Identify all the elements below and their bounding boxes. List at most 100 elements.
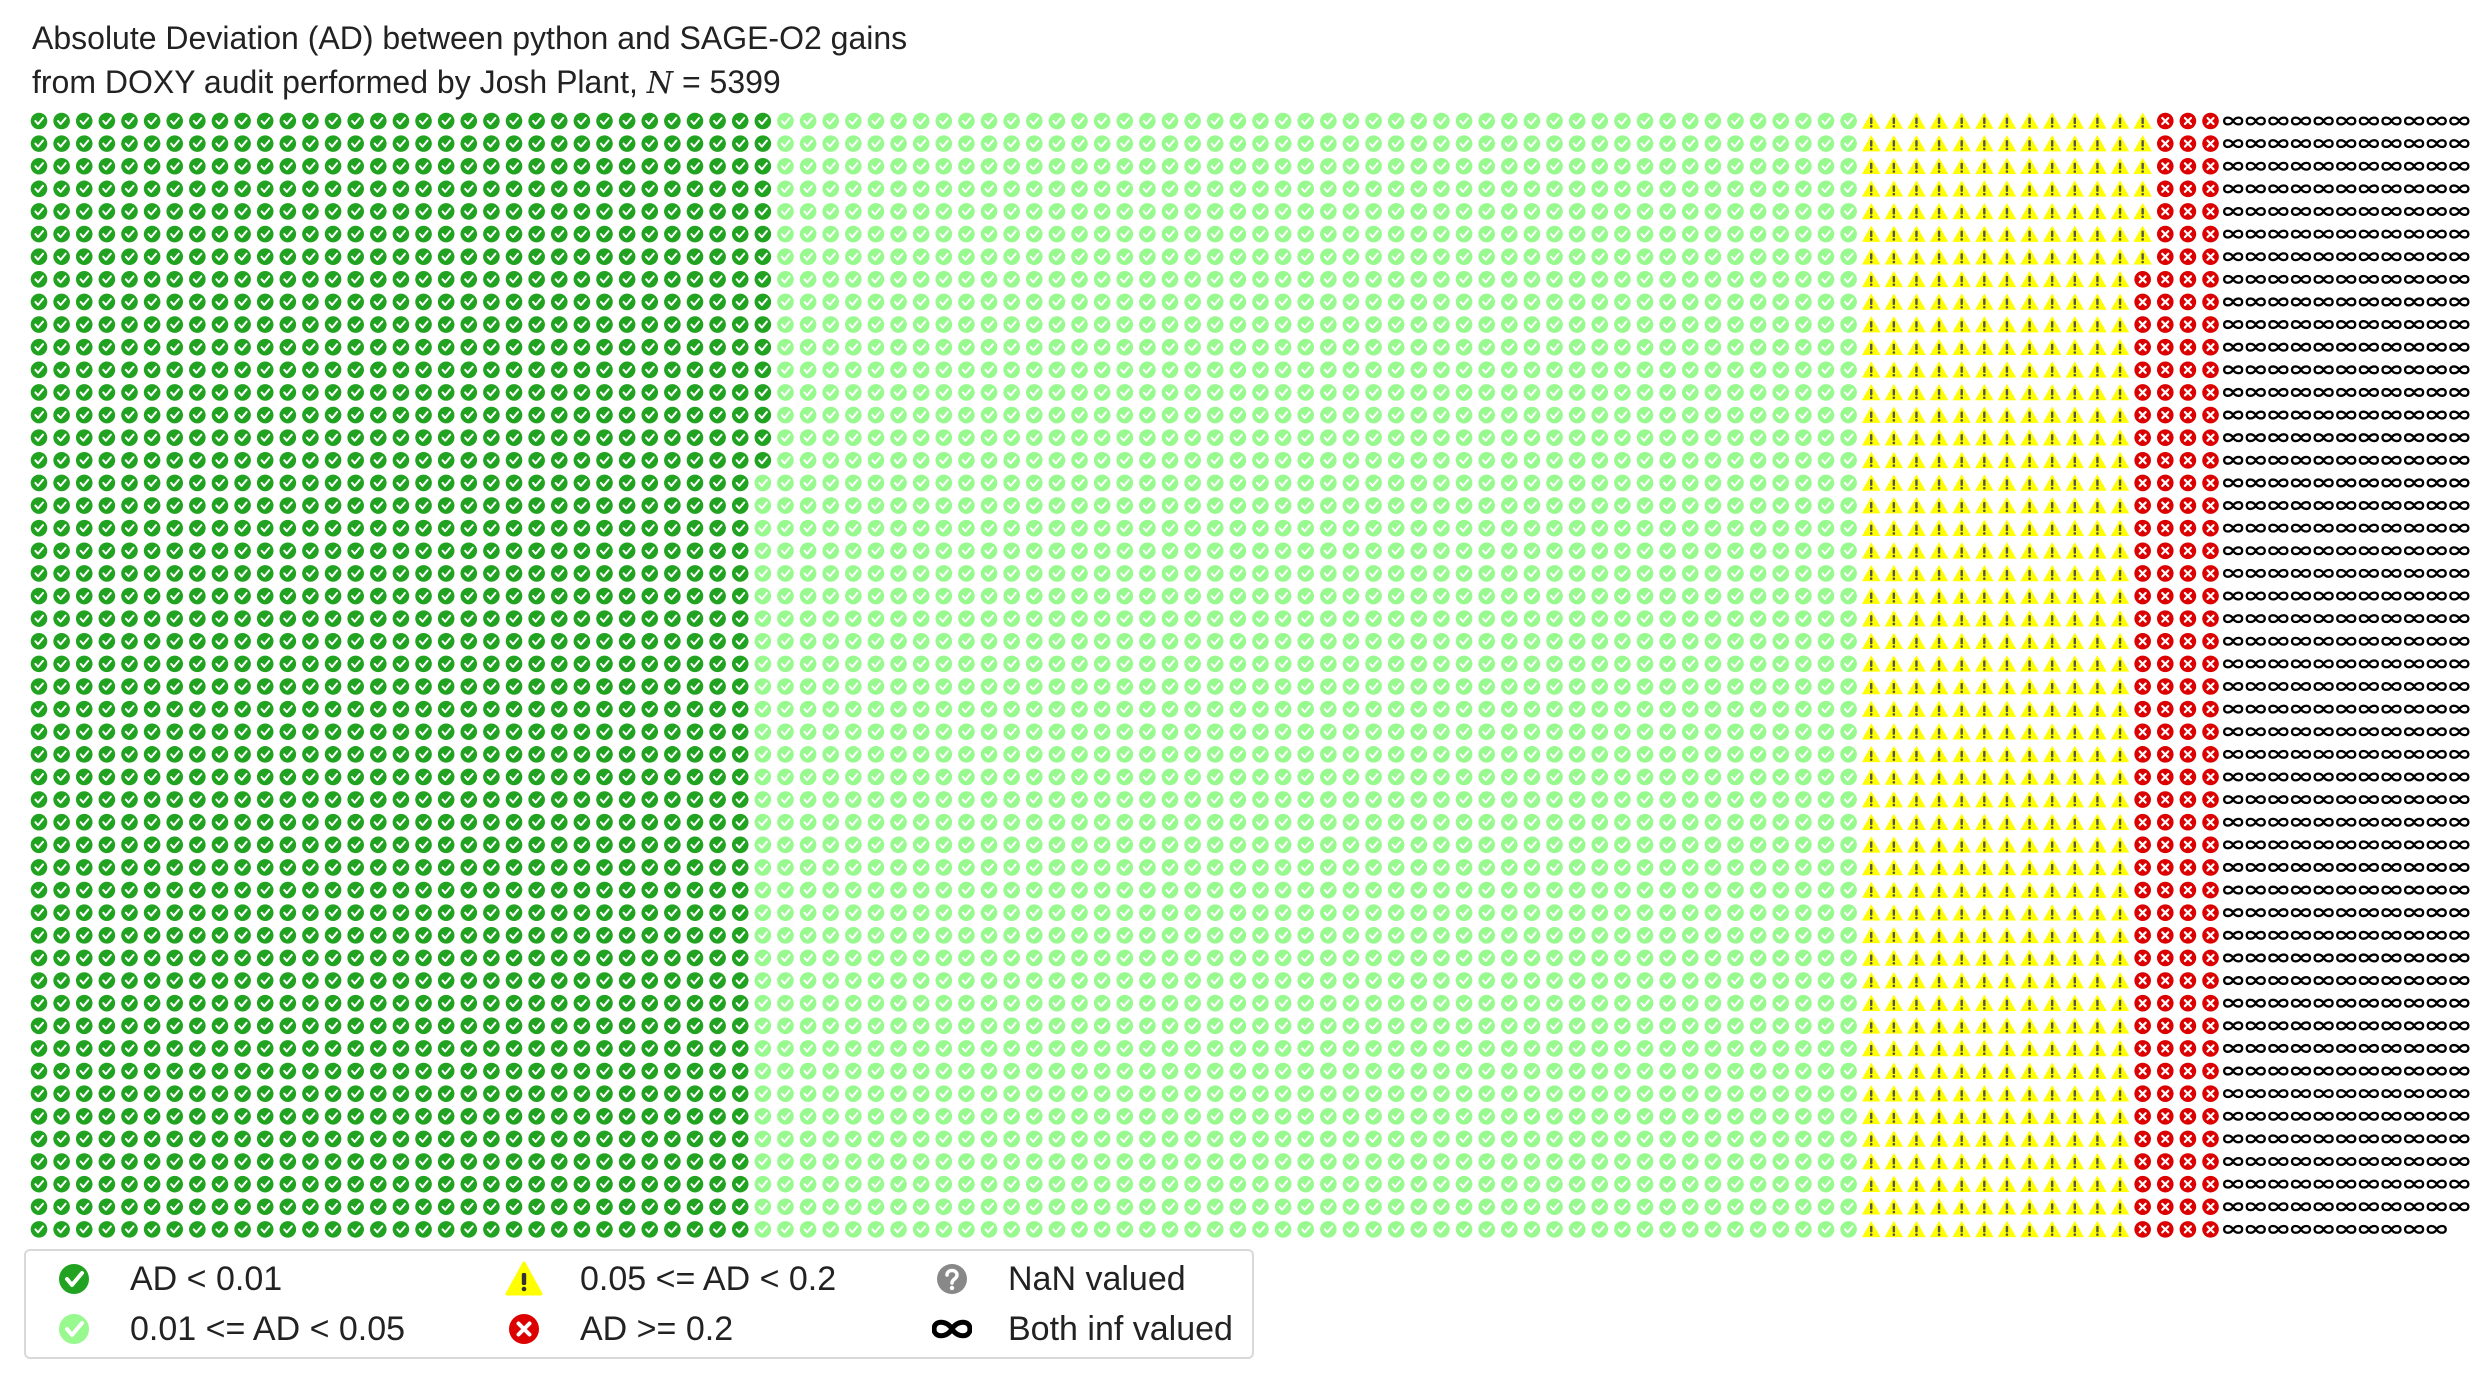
waffle-cell-ad_005_02	[2020, 768, 2039, 785]
waffle-cell-ad_001_005	[1071, 1085, 1088, 1102]
waffle-cell-ad_001_005	[1681, 949, 1699, 967]
waffle-cell-ad_001_005	[1681, 700, 1699, 718]
waffle-cell-ad_lt_001	[211, 180, 229, 198]
waffle-cell-ad_005_02	[1862, 542, 1881, 559]
waffle-cell-ad_005_02	[2110, 1198, 2130, 1215]
waffle-cell-ad_001_005	[1772, 904, 1790, 921]
waffle-cell-ad_001_005	[1614, 723, 1631, 741]
waffle-cell-ad_001_005	[1365, 1062, 1382, 1080]
waffle-cell-ad_001_005	[867, 338, 885, 356]
waffle-cell-ad_lt_001	[347, 1198, 364, 1216]
waffle-cell-ad_lt_001	[392, 271, 410, 288]
waffle-cell-ad_lt_001	[143, 452, 161, 469]
waffle-cell-ad_lt_001	[370, 904, 387, 921]
waffle-cell-ad_lt_001	[324, 1198, 342, 1216]
waffle-cell-ad_001_005	[1342, 316, 1360, 333]
waffle-cell-ad_ge_02	[2134, 610, 2151, 627]
waffle-cell-ad_001_005	[1636, 610, 1654, 627]
waffle-cell-ad_lt_001	[573, 293, 591, 311]
waffle-cell-ad_001_005	[1681, 452, 1699, 469]
waffle-cell-ad_005_02	[2065, 791, 2084, 808]
waffle-cell-ad_005_02	[2110, 1153, 2130, 1170]
waffle-cell-ad_001_005	[845, 746, 862, 763]
waffle-cell-ad_lt_001	[53, 836, 70, 854]
waffle-cell-ad_005_02	[1907, 112, 1926, 129]
waffle-cell-ad_001_005	[912, 813, 930, 831]
waffle-cell-ad_lt_001	[505, 655, 523, 673]
waffle-cell-ad_lt_001	[573, 452, 591, 469]
waffle-cell-ad_001_005	[1817, 949, 1835, 967]
waffle-cell-ad_lt_001	[596, 859, 613, 876]
waffle-cell-ad_lt_001	[664, 1040, 681, 1057]
waffle-cell-ad_001_005	[890, 1221, 907, 1238]
waffle-cell-ad_001_005	[1342, 678, 1360, 695]
waffle-cell-ad_lt_001	[505, 135, 523, 152]
waffle-cell-ad_lt_001	[641, 135, 659, 152]
waffle-cell-ad_lt_001	[211, 972, 229, 989]
waffle-cell-ad_lt_001	[211, 474, 229, 492]
waffle-cell-ad_001_005	[1320, 157, 1337, 175]
waffle-cell-ad_001_005	[958, 1040, 975, 1057]
waffle-cell-ad_005_02	[1975, 700, 1994, 717]
waffle-cell-ad_lt_001	[98, 746, 116, 763]
waffle-cell-ad_lt_001	[53, 519, 70, 537]
waffle-cell-ad_001_005	[1727, 316, 1744, 333]
waffle-cell-ad_lt_001	[641, 406, 659, 424]
waffle-cell-ad_001_005	[1320, 859, 1337, 876]
waffle-cell-ad_005_02	[1907, 723, 1926, 740]
waffle-cell-ad_lt_001	[234, 1017, 251, 1035]
waffle-cell-ad_lt_001	[483, 519, 500, 537]
waffle-cell-ad_001_005	[1229, 452, 1247, 469]
waffle-cell-ad_001_005	[1817, 180, 1835, 198]
waffle-cell-ad_001_005	[867, 565, 885, 582]
waffle-cell-ad_lt_001	[53, 248, 70, 266]
waffle-cell-ad_001_005	[1093, 1017, 1111, 1035]
waffle-cell-ad_lt_001	[75, 768, 93, 786]
waffle-cell-ad_001_005	[1297, 859, 1315, 876]
waffle-cell-ad_001_005	[1365, 112, 1382, 130]
waffle-cell-ad_001_005	[822, 203, 839, 220]
waffle-cell-ad_lt_001	[279, 157, 297, 175]
waffle-cell-ad_001_005	[1252, 859, 1269, 876]
waffle-cell-ad_lt_001	[460, 927, 478, 944]
waffle-cell-ad_001_005	[1297, 452, 1315, 469]
waffle-cell-ad_001_005	[1501, 203, 1518, 220]
waffle-cell-ad_lt_001	[505, 881, 523, 899]
waffle-cell-ad_lt_001	[279, 452, 297, 469]
waffle-cell-ad_005_02	[1884, 1198, 1904, 1215]
waffle-cell-ad_005_02	[2088, 293, 2107, 310]
waffle-cell-inf	[2245, 681, 2266, 692]
waffle-cell-ad_lt_001	[30, 1175, 48, 1193]
waffle-cell-ad_001_005	[1614, 1198, 1631, 1216]
waffle-cell-ad_lt_001	[234, 1040, 251, 1057]
waffle-cell-ad_005_02	[1997, 949, 2017, 966]
waffle-cell-ad_001_005	[1772, 406, 1790, 424]
waffle-cell-ad_ge_02	[2134, 429, 2151, 446]
waffle-cell-ad_001_005	[1025, 723, 1043, 741]
waffle-cell-ad_lt_001	[415, 700, 432, 718]
waffle-cell-ad_lt_001	[709, 203, 726, 220]
waffle-cell-ad_005_02	[1884, 1017, 1904, 1034]
waffle-cell-ad_lt_001	[143, 813, 161, 831]
waffle-cell-ad_ge_02	[2202, 881, 2219, 899]
waffle-cell-ad_001_005	[1387, 904, 1405, 921]
waffle-cell-inf	[2222, 184, 2244, 194]
waffle-cell-ad_001_005	[1387, 203, 1405, 220]
waffle-cell-ad_001_005	[1795, 293, 1812, 311]
waffle-cell-ad_001_005	[1478, 678, 1495, 695]
waffle-cell-ad_001_005	[1206, 1017, 1224, 1035]
waffle-cell-ad_lt_001	[528, 112, 545, 130]
waffle-cell-ad_001_005	[912, 338, 930, 356]
waffle-cell-ad_lt_001	[347, 338, 364, 356]
waffle-cell-ad_001_005	[935, 384, 953, 401]
waffle-cell-ad_001_005	[1817, 225, 1835, 243]
waffle-cell-ad_lt_001	[98, 881, 116, 899]
waffle-cell-ad_lt_001	[166, 338, 184, 356]
waffle-cell-ad_001_005	[1320, 180, 1337, 198]
waffle-cell-ad_lt_001	[211, 746, 229, 763]
title-line-2-prefix: from DOXY audit performed by Josh Plant,	[32, 64, 647, 100]
waffle-cell-ad_001_005	[1139, 157, 1156, 175]
waffle-cell-ad_001_005	[1365, 610, 1382, 627]
waffle-cell-ad_001_005	[754, 700, 772, 718]
waffle-cell-ad_001_005	[912, 994, 930, 1012]
